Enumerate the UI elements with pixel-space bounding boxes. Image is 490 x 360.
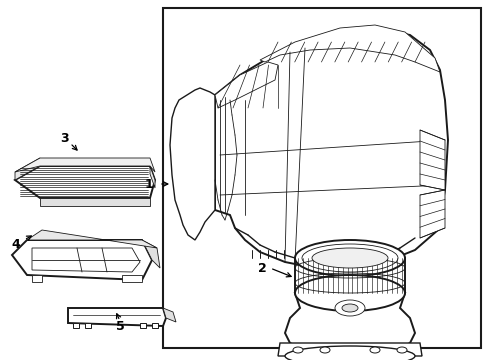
Polygon shape [15,158,155,172]
Polygon shape [140,323,146,328]
Polygon shape [215,28,448,268]
Polygon shape [285,293,415,353]
Polygon shape [278,343,422,356]
Polygon shape [142,240,160,268]
Ellipse shape [335,300,365,316]
Ellipse shape [370,347,380,353]
Polygon shape [32,248,140,272]
Ellipse shape [295,275,405,311]
Polygon shape [85,323,91,328]
Ellipse shape [302,244,398,272]
Text: 4: 4 [12,238,21,251]
Polygon shape [15,166,155,198]
Polygon shape [163,308,176,322]
Polygon shape [40,198,150,206]
Text: 2: 2 [258,261,267,274]
Polygon shape [163,8,481,348]
Ellipse shape [295,240,405,276]
Polygon shape [15,158,40,180]
Polygon shape [420,190,445,238]
Text: 5: 5 [116,320,124,333]
Polygon shape [122,275,142,282]
Text: 3: 3 [60,131,68,144]
Ellipse shape [397,347,407,353]
Polygon shape [73,323,79,328]
Text: 1: 1 [145,177,153,190]
Ellipse shape [342,304,358,312]
Polygon shape [68,308,166,326]
Polygon shape [170,88,215,240]
Polygon shape [32,275,42,282]
Ellipse shape [285,346,415,360]
Polygon shape [27,230,157,248]
Ellipse shape [312,248,388,268]
Ellipse shape [320,347,330,353]
Polygon shape [150,166,155,188]
Ellipse shape [293,347,303,353]
Polygon shape [152,323,158,328]
Polygon shape [215,62,278,108]
Polygon shape [420,130,445,190]
Polygon shape [12,240,152,280]
Polygon shape [260,25,440,72]
